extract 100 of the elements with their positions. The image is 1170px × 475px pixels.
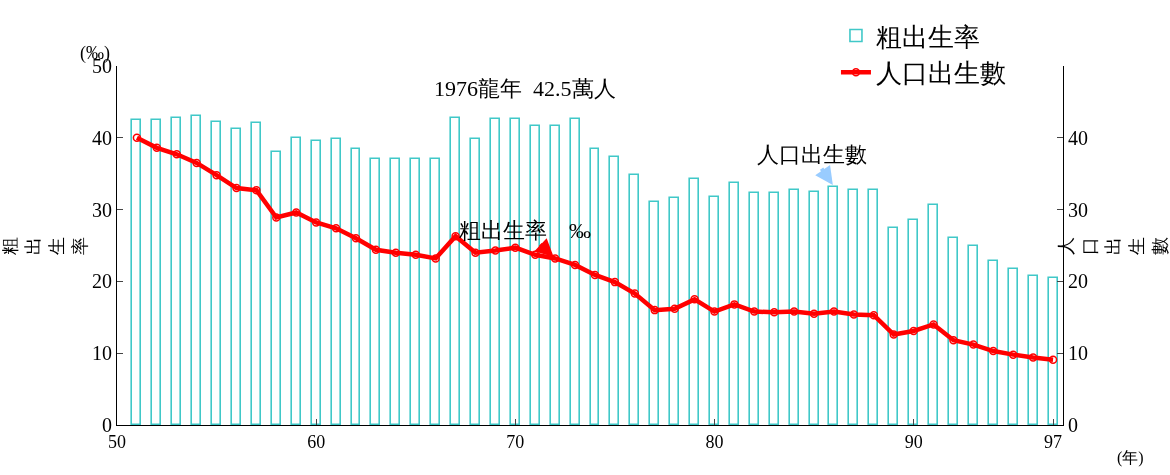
point <box>431 254 440 263</box>
point <box>371 245 381 255</box>
y-tick-label: 20 <box>92 270 112 293</box>
point <box>590 270 600 280</box>
bar <box>389 157 400 425</box>
point <box>192 158 201 168</box>
point <box>132 133 142 143</box>
point <box>530 250 540 260</box>
point <box>471 248 480 257</box>
bar <box>688 177 699 425</box>
bar <box>847 188 858 425</box>
point <box>969 340 978 349</box>
y2-tick-label: 20 <box>1068 270 1088 293</box>
point <box>789 307 799 316</box>
point <box>331 224 341 233</box>
point <box>690 295 699 304</box>
bar <box>768 191 779 425</box>
point <box>909 326 918 336</box>
point <box>391 248 401 257</box>
bar <box>967 244 978 425</box>
bar <box>808 190 819 425</box>
point <box>152 143 162 153</box>
bar <box>330 137 341 425</box>
point <box>670 304 679 313</box>
y2-tick-label: 0 <box>1068 414 1078 436</box>
x-tick-label: 70 <box>506 431 525 452</box>
point <box>351 234 361 243</box>
bar <box>927 203 938 425</box>
point <box>949 336 958 345</box>
bar <box>947 236 958 425</box>
point <box>989 346 998 356</box>
bar <box>290 136 301 425</box>
bar <box>130 118 141 425</box>
annotation: 人口出生數 <box>757 142 867 167</box>
point <box>1048 355 1058 364</box>
point <box>172 150 181 159</box>
bar <box>708 195 719 425</box>
bar <box>628 173 639 425</box>
point <box>809 309 819 318</box>
bar <box>1027 274 1038 425</box>
point <box>311 218 321 227</box>
point <box>849 310 859 319</box>
point <box>570 260 580 270</box>
y-tick-label: 10 <box>92 342 112 365</box>
bar <box>867 188 878 425</box>
bar <box>429 157 440 425</box>
point <box>750 307 759 316</box>
bar <box>648 200 659 425</box>
x-tick-label: 97 <box>1044 431 1063 452</box>
y2-tick-label: 30 <box>1068 198 1088 221</box>
bar <box>728 181 739 425</box>
bar <box>150 118 161 425</box>
point <box>212 170 221 180</box>
y-tick-label: 30 <box>92 198 112 221</box>
bar <box>987 259 998 425</box>
bar <box>170 116 181 425</box>
bar <box>190 114 201 425</box>
bar <box>270 150 281 425</box>
x-tick-label: 80 <box>705 431 724 452</box>
point <box>710 307 719 316</box>
bar <box>1007 267 1018 425</box>
point <box>511 243 520 252</box>
point <box>411 250 420 260</box>
point <box>291 208 301 217</box>
point <box>610 277 620 287</box>
bar <box>748 191 759 425</box>
bar <box>549 124 560 425</box>
bar <box>350 147 360 425</box>
bar <box>210 120 221 425</box>
bar <box>887 226 898 425</box>
bar <box>250 121 261 425</box>
y2-tick-label: 10 <box>1068 342 1088 365</box>
bar <box>668 196 679 425</box>
bar <box>230 127 241 425</box>
point <box>769 308 779 317</box>
point <box>889 330 898 339</box>
x-tick-label: 90 <box>904 431 923 452</box>
point <box>252 185 261 195</box>
y2-axis-title: 人口出生數 <box>1056 236 1170 255</box>
annotation: 1976龍年 42.5萬人 <box>434 76 616 101</box>
bar <box>589 147 599 425</box>
legend-label: 粗出生率 <box>875 22 980 52</box>
point <box>232 183 241 193</box>
point <box>829 307 839 316</box>
bar <box>409 157 420 425</box>
point <box>1008 350 1018 359</box>
y-tick-label: 40 <box>92 126 112 149</box>
x-tick-label: 60 <box>307 431 326 452</box>
point <box>491 246 500 255</box>
point <box>869 310 879 320</box>
point <box>630 289 640 298</box>
bar <box>310 139 321 425</box>
point <box>650 305 659 315</box>
point <box>550 254 560 263</box>
bar <box>788 188 799 425</box>
bar <box>907 218 918 425</box>
text: (年) <box>1117 449 1144 467</box>
y-axis-title: 粗出生率 <box>0 236 91 255</box>
bar <box>1047 276 1058 425</box>
y2-tick-label: 40 <box>1068 126 1088 149</box>
